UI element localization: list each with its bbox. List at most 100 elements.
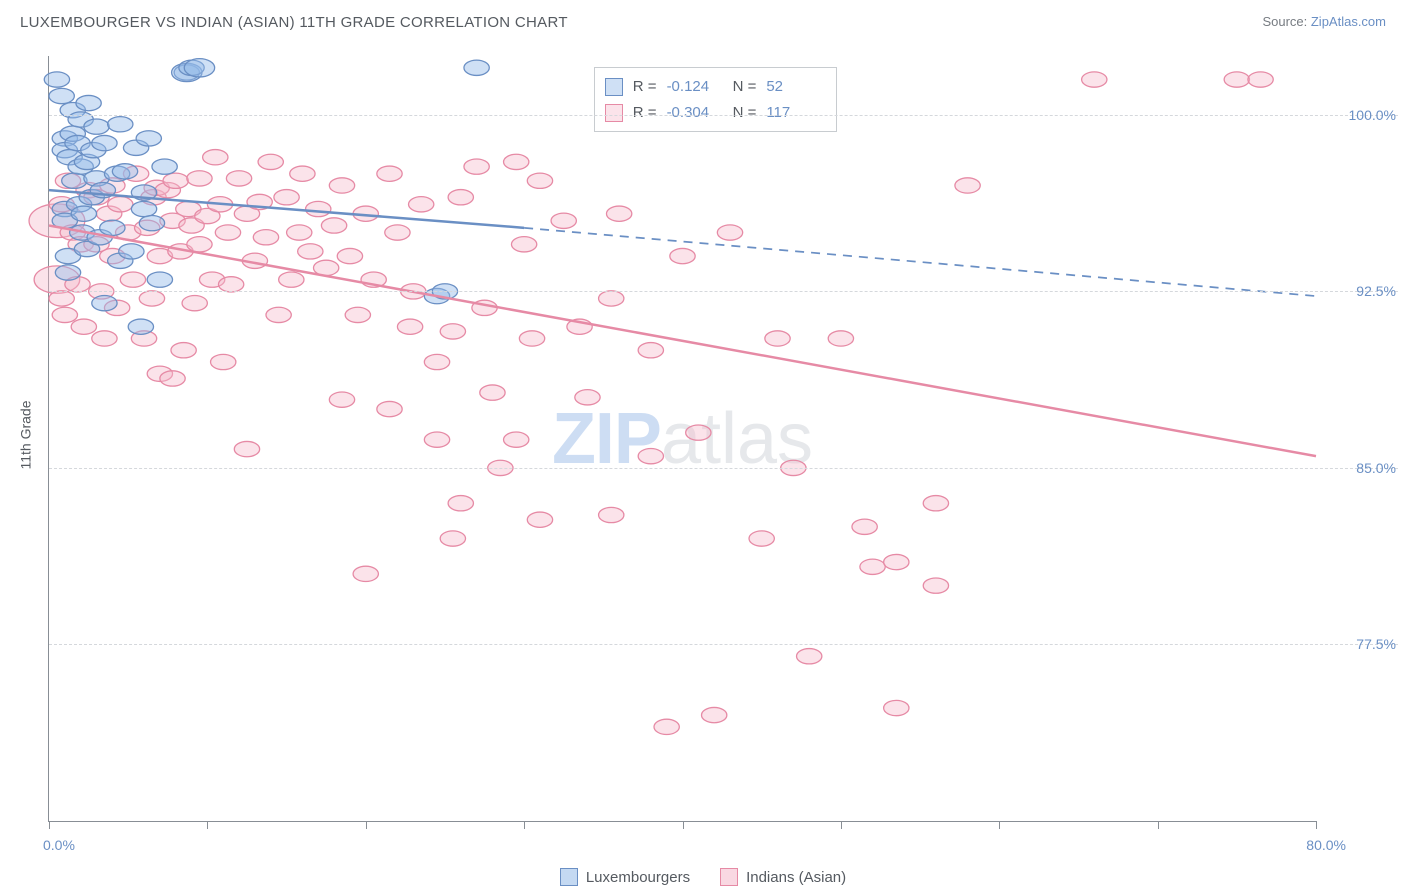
data-point xyxy=(923,496,948,511)
data-point xyxy=(184,59,214,77)
data-point xyxy=(1248,72,1273,87)
source-attr: Source: ZipAtlas.com xyxy=(1262,14,1386,29)
data-point xyxy=(76,95,101,110)
data-point xyxy=(440,324,465,339)
data-point xyxy=(258,154,283,169)
gridline-h xyxy=(49,644,1398,645)
data-point xyxy=(136,131,161,146)
data-point xyxy=(448,190,473,205)
data-point xyxy=(119,244,144,259)
y-tick-label: 85.0% xyxy=(1326,460,1396,476)
gridline-h xyxy=(49,291,1398,292)
data-point xyxy=(765,331,790,346)
data-point xyxy=(345,307,370,322)
data-point xyxy=(702,707,727,722)
data-point xyxy=(638,343,663,358)
series-swatch xyxy=(605,78,623,96)
data-point xyxy=(329,392,354,407)
data-point xyxy=(211,354,236,369)
data-point xyxy=(128,319,153,334)
legend-label: Indians (Asian) xyxy=(746,869,846,886)
data-point xyxy=(749,531,774,546)
data-point xyxy=(448,496,473,511)
gridline-h xyxy=(49,115,1398,116)
data-point xyxy=(287,225,312,240)
data-point xyxy=(100,220,125,235)
x-label-min: 0.0% xyxy=(43,837,75,853)
data-point xyxy=(464,60,489,75)
data-point xyxy=(527,173,552,188)
stat-n-value: 117 xyxy=(766,100,822,126)
data-point xyxy=(424,354,449,369)
data-point xyxy=(266,307,291,322)
data-point xyxy=(290,166,315,181)
data-point xyxy=(187,237,212,252)
stat-n-label: N = xyxy=(733,74,757,100)
data-point xyxy=(253,230,278,245)
data-point xyxy=(377,401,402,416)
data-point xyxy=(797,649,822,664)
data-point xyxy=(226,171,251,186)
data-point xyxy=(329,178,354,193)
data-point xyxy=(654,719,679,734)
x-tick xyxy=(207,821,208,829)
x-tick xyxy=(49,821,50,829)
y-tick-label: 92.5% xyxy=(1326,283,1396,299)
data-point xyxy=(638,449,663,464)
data-point xyxy=(717,225,742,240)
data-point xyxy=(686,425,711,440)
bottom-legend: Luxembourgers Indians (Asian) xyxy=(0,868,1406,886)
y-axis-label: 11th Grade xyxy=(17,400,33,469)
data-point xyxy=(353,566,378,581)
data-point xyxy=(511,237,536,252)
stats-row: R =-0.124N =52 xyxy=(605,74,823,100)
data-point xyxy=(218,277,243,292)
data-point xyxy=(187,171,212,186)
data-point xyxy=(182,296,207,311)
data-point xyxy=(71,206,96,221)
data-point xyxy=(62,173,87,188)
legend-item: Luxembourgers xyxy=(560,868,690,886)
stat-r-value: -0.124 xyxy=(667,74,723,100)
data-point xyxy=(279,272,304,287)
legend-label: Luxembourgers xyxy=(586,869,690,886)
stats-legend-box: R =-0.124N =52R =-0.304N =117 xyxy=(594,67,838,132)
stat-n-label: N = xyxy=(733,100,757,126)
data-point xyxy=(92,296,117,311)
data-point xyxy=(234,441,259,456)
data-point xyxy=(385,225,410,240)
data-point xyxy=(52,307,77,322)
stats-row: R =-0.304N =117 xyxy=(605,100,823,126)
data-point xyxy=(527,512,552,527)
data-point xyxy=(377,166,402,181)
data-point xyxy=(108,197,133,212)
data-point xyxy=(55,265,80,280)
source-link[interactable]: ZipAtlas.com xyxy=(1311,14,1386,29)
y-tick-label: 100.0% xyxy=(1326,107,1396,123)
x-tick xyxy=(524,821,525,829)
data-point xyxy=(92,135,117,150)
data-point xyxy=(84,119,109,134)
data-point xyxy=(670,248,695,263)
data-point xyxy=(828,331,853,346)
legend-item: Indians (Asian) xyxy=(720,868,846,886)
legend-swatch xyxy=(720,868,738,886)
data-point xyxy=(147,272,172,287)
data-point xyxy=(1082,72,1107,87)
header: LUXEMBOURGER VS INDIAN (ASIAN) 11TH GRAD… xyxy=(0,0,1406,48)
plot-area: ZIPatlas R =-0.124N =52R =-0.304N =117 7… xyxy=(48,56,1316,822)
data-point xyxy=(599,291,624,306)
legend-swatch xyxy=(560,868,578,886)
data-point xyxy=(519,331,544,346)
data-point xyxy=(860,559,885,574)
data-point xyxy=(44,72,69,87)
data-point xyxy=(215,225,240,240)
data-point xyxy=(606,206,631,221)
series-swatch xyxy=(605,104,623,122)
data-point xyxy=(884,554,909,569)
data-point xyxy=(71,319,96,334)
data-point xyxy=(139,291,164,306)
x-tick xyxy=(999,821,1000,829)
x-tick xyxy=(1316,821,1317,829)
data-point xyxy=(160,371,185,386)
